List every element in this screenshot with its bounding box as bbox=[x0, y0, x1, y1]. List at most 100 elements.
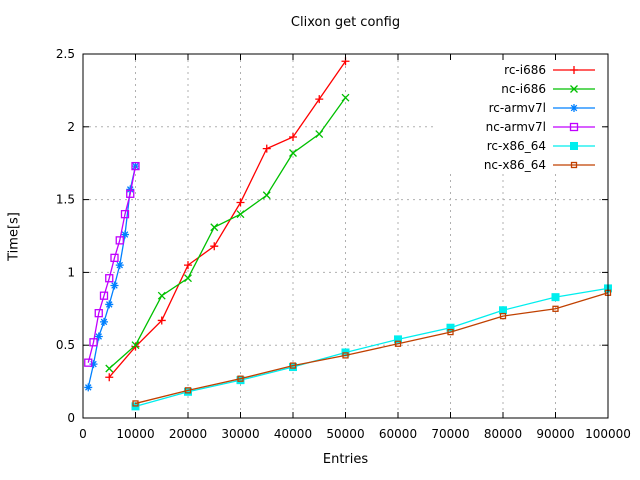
marker-open-square bbox=[120, 210, 130, 219]
series-line-rc-armv7l bbox=[87, 165, 137, 388]
x-tick-label: 80000 bbox=[484, 427, 522, 441]
marker-open-square bbox=[110, 253, 119, 262]
marker-asterisk bbox=[100, 317, 108, 326]
series-line-nc-armv7l bbox=[87, 165, 137, 363]
marker-open-square bbox=[99, 291, 109, 300]
marker-dot bbox=[187, 389, 189, 391]
marker-plus bbox=[184, 261, 192, 270]
marker-cross bbox=[210, 223, 219, 232]
marker-open-square-small bbox=[237, 375, 244, 382]
marker-open-square-small bbox=[132, 400, 139, 407]
marker-open-square-small bbox=[447, 328, 454, 336]
marker-cross bbox=[315, 130, 324, 139]
marker-open-square-small bbox=[184, 387, 192, 394]
marker-asterisk bbox=[94, 332, 103, 341]
marker-asterisk bbox=[115, 261, 124, 270]
marker-asterisk bbox=[84, 383, 93, 392]
marker-cross bbox=[341, 93, 350, 102]
marker-filled-square bbox=[446, 323, 455, 332]
marker-dot bbox=[573, 164, 575, 166]
y-tick-label: 2 bbox=[67, 120, 75, 134]
x-tick-label: 30000 bbox=[221, 427, 259, 441]
marker-open-square-small bbox=[342, 352, 349, 359]
series-line-nc-i686 bbox=[108, 97, 347, 369]
y-tick-label: 1.5 bbox=[56, 193, 75, 207]
marker-plus bbox=[105, 373, 114, 382]
marker-plus bbox=[236, 198, 245, 207]
marker-filled-square bbox=[394, 335, 402, 344]
marker-asterisk bbox=[105, 300, 114, 309]
marker-asterisk bbox=[126, 185, 135, 194]
marker-plus bbox=[570, 66, 578, 74]
marker-dot bbox=[345, 354, 346, 356]
marker-asterisk bbox=[89, 360, 98, 369]
marker-open-square-small bbox=[394, 340, 402, 347]
marker-cross bbox=[570, 85, 578, 93]
y-tick-label: 0 bbox=[67, 411, 75, 425]
marker-cross bbox=[184, 274, 192, 283]
legend-label-rc-armv7l: rc-armv7l bbox=[489, 101, 546, 115]
x-tick-label: 40000 bbox=[274, 427, 312, 441]
marker-plus bbox=[210, 242, 219, 251]
marker-dot bbox=[450, 331, 451, 333]
marker-plus bbox=[262, 144, 271, 153]
marker-open-square bbox=[115, 236, 124, 245]
marker-asterisk bbox=[121, 230, 129, 239]
y-tick-label: 2.5 bbox=[56, 47, 75, 61]
series-line-nc-x86_64 bbox=[135, 292, 609, 405]
legend-label-rc-x86_64: rc-x86_64 bbox=[487, 139, 546, 153]
x-tick-label: 90000 bbox=[536, 427, 574, 441]
marker-dot bbox=[502, 315, 504, 317]
x-axis-label: Entries bbox=[322, 452, 369, 467]
marker-cross bbox=[105, 364, 114, 373]
x-tick-label: 10000 bbox=[116, 427, 154, 441]
marker-cross bbox=[236, 210, 245, 219]
marker-plus bbox=[289, 132, 297, 141]
marker-open-square-small bbox=[552, 305, 559, 312]
marker-open-square bbox=[84, 358, 93, 367]
marker-open-square-small bbox=[499, 312, 507, 320]
x-tick-label: 50000 bbox=[326, 427, 364, 441]
marker-open-square-small bbox=[289, 362, 297, 369]
series-line-rc-i686 bbox=[108, 60, 347, 378]
marker-open-square bbox=[131, 161, 140, 171]
legend-label-nc-armv7l: nc-armv7l bbox=[486, 120, 546, 134]
y-tick-label: 1 bbox=[67, 265, 75, 279]
x-tick-label: 70000 bbox=[431, 427, 469, 441]
marker-filled-square bbox=[551, 293, 560, 302]
y-tick-label: 0.5 bbox=[56, 338, 75, 352]
series-line-rc-x86_64 bbox=[135, 287, 609, 407]
marker-dot bbox=[555, 308, 556, 310]
marker-plus bbox=[157, 316, 166, 325]
marker-dot bbox=[397, 343, 399, 345]
x-tick-label: 0 bbox=[79, 427, 87, 441]
marker-dot bbox=[292, 365, 294, 367]
marker-dot bbox=[240, 378, 241, 380]
marker-open-square bbox=[569, 122, 579, 132]
marker-open-square bbox=[94, 309, 103, 318]
marker-plus bbox=[315, 95, 324, 104]
marker-cross bbox=[262, 191, 271, 200]
x-tick-label: 20000 bbox=[169, 427, 207, 441]
marker-filled-square bbox=[570, 142, 578, 150]
legend-label-nc-x86_64: nc-x86_64 bbox=[484, 158, 546, 172]
legend-label-nc-i686: nc-i686 bbox=[501, 82, 546, 96]
x-tick-label: 100000 bbox=[585, 427, 631, 441]
marker-filled-square bbox=[499, 306, 507, 315]
marker-open-square bbox=[105, 274, 114, 283]
x-tick-label: 60000 bbox=[379, 427, 417, 441]
marker-asterisk bbox=[110, 281, 119, 290]
marker-asterisk bbox=[570, 104, 578, 112]
marker-open-square bbox=[126, 189, 135, 198]
marker-cross bbox=[131, 341, 140, 350]
marker-dot bbox=[135, 402, 136, 404]
marker-cross bbox=[289, 149, 297, 157]
legend-label-rc-i686: rc-i686 bbox=[504, 63, 546, 77]
chart-title: Clixon get config bbox=[290, 15, 401, 30]
legend-background bbox=[436, 60, 602, 172]
marker-open-square-small bbox=[570, 161, 578, 169]
marker-open-square bbox=[89, 338, 98, 347]
marker-cross bbox=[157, 291, 166, 300]
